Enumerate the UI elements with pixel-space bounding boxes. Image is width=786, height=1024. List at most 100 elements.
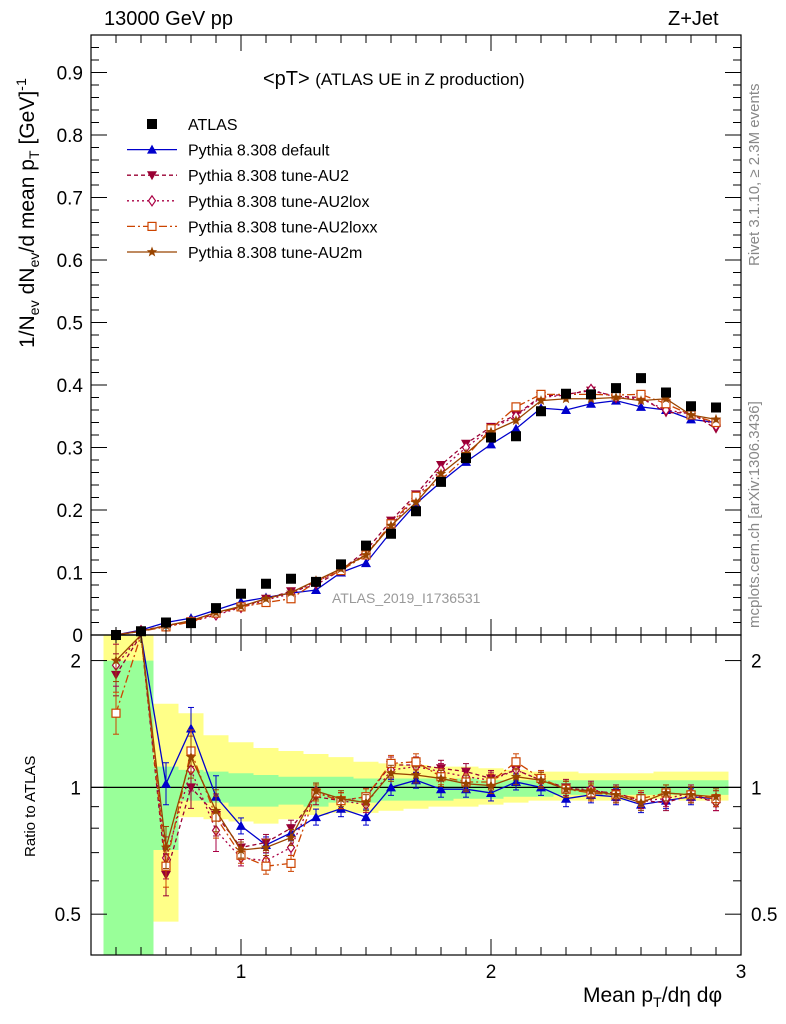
series-point (486, 439, 496, 449)
ratio-point (660, 787, 672, 798)
ratio-point (361, 812, 371, 822)
legend-label-1: Pythia 8.308 default (188, 143, 330, 160)
legend-marker-5 (146, 246, 158, 257)
legend-label-5: Pythia 8.308 tune-AU2m (188, 245, 362, 262)
ylabel-sub2: ev (27, 252, 44, 268)
atlas-point (661, 387, 671, 398)
legend-label-3: Pythia 8.308 tune-AU2lox (188, 194, 369, 211)
legend-marker-4 (147, 221, 157, 231)
ylabel-sup: -1 (14, 78, 30, 91)
y-tick-label: 0.3 (57, 439, 83, 460)
y-axis-title: 1/Nev dNev/d mean pT [GeV]-1 (14, 78, 43, 348)
series-point (685, 409, 697, 420)
ratio-point (435, 772, 447, 783)
chart-subtitle: (ATLAS UE in Z production) (315, 70, 525, 89)
ylabel-sub1: ev (27, 300, 44, 316)
ratio-tick-label-right: 2 (751, 652, 762, 673)
atlas-point (261, 578, 271, 589)
legend-label-2: Pythia 8.308 tune-AU2 (188, 168, 349, 185)
ratio-point (335, 793, 347, 804)
atlas-point (561, 388, 571, 399)
ratio-point (511, 757, 521, 767)
xlabel-sub: T (653, 995, 662, 1012)
ratio-axis-title: Ratio to ATLAS (22, 755, 39, 857)
ratio-point (261, 861, 271, 871)
atlas-point (486, 432, 496, 443)
ratio-point (460, 778, 472, 789)
ratio-point (111, 708, 121, 718)
x-tick-label: 1 (236, 962, 247, 983)
y-tick-label: 0 (72, 626, 83, 647)
ratio-point (235, 844, 247, 855)
ratio-point (510, 771, 522, 782)
series-point (561, 405, 571, 414)
series-point (511, 402, 521, 412)
ratio-tick-label: 2 (70, 652, 81, 673)
chart-title-text: <pT> (263, 68, 310, 90)
atlas-point (361, 540, 371, 551)
series-point (410, 497, 422, 507)
y-tick-label: 0.8 (57, 126, 83, 147)
ratio-point (286, 824, 296, 834)
x-tick-label: 2 (486, 962, 497, 983)
ratio-point (286, 858, 296, 868)
series-point (361, 558, 371, 568)
analysis-watermark: ATLAS_2019_I1736531 (332, 590, 481, 606)
ratio-point (610, 789, 622, 800)
y-tick-label: 0.5 (57, 314, 83, 335)
ratio-tick-label: 1 (70, 778, 81, 799)
ylabel-sub3: T (27, 150, 44, 160)
atlas-point (686, 401, 696, 412)
atlas-point (311, 576, 321, 587)
series-point (636, 401, 646, 411)
ratio-point (310, 785, 322, 796)
ratio-point (161, 778, 171, 788)
atlas-point (461, 453, 471, 464)
atlas-point (186, 618, 196, 629)
energy-label: 13000 GeV pp (104, 8, 233, 30)
x-axis-title: Mean pT/dη dφ (583, 984, 722, 1011)
ratio-point (485, 780, 497, 791)
ratio-point (685, 789, 697, 800)
series-point (610, 392, 622, 402)
ratio-tick-label-right: 0.5 (751, 905, 777, 926)
series-point (285, 587, 297, 597)
ylabel-mid2: /d mean p (16, 159, 39, 253)
series-point (385, 520, 397, 531)
series-point (485, 426, 497, 437)
atlas-point (636, 373, 646, 384)
ratio-tick-label: 0.5 (55, 905, 81, 926)
axes-layer: 0 0.1 0.2 0.3 0.4 0.5 0.6 0.7 0.8 0.9 1 2 3 0.5 0.5 1 1 2… (55, 34, 777, 983)
y-tick-label: 0.1 (57, 564, 83, 585)
series-point (660, 393, 672, 404)
ratio-point (311, 812, 321, 822)
mcplots-label: mcplots.cern.ch [arXiv:1306.3436] (746, 401, 763, 628)
ratio-point (635, 797, 647, 808)
xlabel-base: Mean p (583, 984, 654, 1007)
atlas-point (336, 559, 346, 570)
series-point (710, 413, 722, 424)
legend-marker-3 (147, 194, 157, 207)
ratio-point (410, 769, 422, 780)
ratio-point (710, 791, 722, 802)
ratio-point (385, 767, 397, 778)
chart-title: <pT> (ATLAS UE in Z production) (263, 68, 525, 91)
ratio-point (110, 655, 122, 666)
atlas-point (236, 588, 246, 599)
rivet-label: Rivet 3.1.10, ≥ 2.3M events (746, 83, 763, 267)
atlas-point (586, 389, 596, 400)
y-tick-label: 0.4 (57, 376, 84, 397)
ratio-point (561, 793, 571, 803)
atlas-point (436, 476, 446, 487)
ratio-point (285, 832, 297, 843)
y-tick-label: 0.6 (57, 251, 83, 272)
legend-label-0: ATLAS (188, 117, 238, 134)
ratio-point (411, 757, 421, 767)
ratio-point (436, 784, 446, 794)
ratio-point (160, 841, 172, 852)
atlas-point (511, 431, 521, 442)
ratio-point (185, 751, 197, 762)
series-point (535, 395, 547, 406)
legend-marker-2 (147, 171, 157, 181)
series-point (235, 600, 247, 611)
